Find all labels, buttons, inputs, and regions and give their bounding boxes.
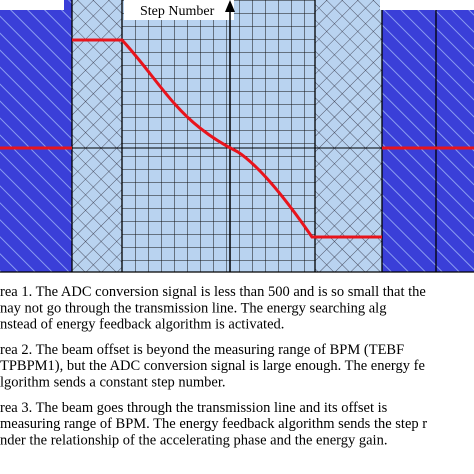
label-box [124,0,234,20]
area-hatch [0,0,72,272]
caption-line: nder the relationship of the acceleratin… [0,432,387,448]
caption-line: rea 3. The beam goes through the transmi… [0,400,388,416]
area-crosshatch [72,0,122,272]
area-hatch [382,0,474,272]
response-curve [0,38,474,239]
label-box [380,0,474,10]
diagram: Step Number [0,0,474,273]
caption-line: TPBPM1), but the ADC conversion signal i… [0,358,425,374]
caption-line: rea 2. The beam offset is beyond the mea… [0,342,404,358]
axis-arrow [225,0,235,12]
caption-line: nay not go through the transmission line… [0,300,386,316]
label-box [0,0,64,10]
area-grid [122,0,315,272]
caption-line: lgorithm sends a constant step number. [0,375,226,391]
caption-line: nstead of energy feedback algorithm is a… [0,317,284,333]
caption: rea 1. The ADC conversion signal is less… [0,284,427,448]
caption-line: measuring range of BPM. The energy feedb… [0,416,427,432]
caption-line: rea 1. The ADC conversion signal is less… [0,284,426,300]
axis-label: Step Number [140,4,215,19]
area-crosshatch [315,0,382,272]
